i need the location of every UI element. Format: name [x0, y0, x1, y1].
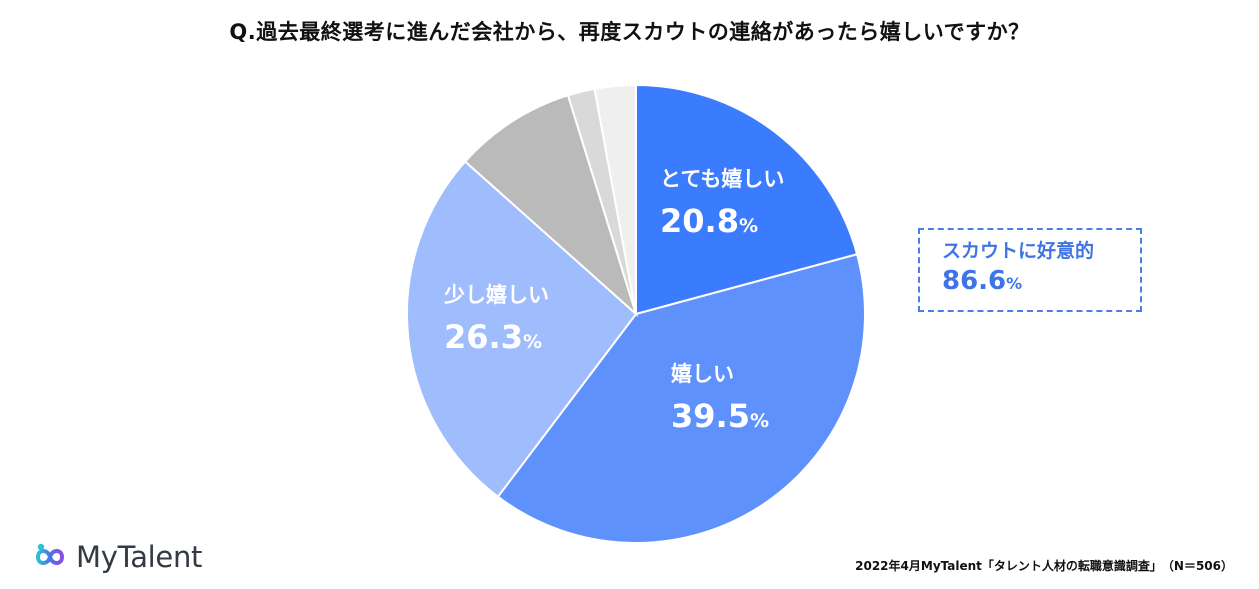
slice-unit-label: % [523, 331, 542, 353]
slice-value-label: 20.8% [660, 202, 758, 240]
pie-slice-6 [593, 83, 637, 315]
callout-value-line: 86.6% [942, 264, 1140, 301]
pie-slice-2 [496, 253, 866, 544]
slice-category-label: とても嬉しい [660, 167, 784, 191]
callout-unit: % [1006, 274, 1023, 293]
source-note: 2022年4月MyTalent「タレント人材の転職意識調査」 （N＝506） [855, 559, 1233, 573]
favorable-callout: スカウトに好意的 86.6% [918, 228, 1142, 312]
pie-slice-3 [406, 160, 638, 499]
infinity-logo-icon [35, 543, 65, 565]
slice-unit-label: % [739, 215, 758, 237]
callout-label: スカウトに好意的 [942, 240, 1095, 262]
pie-slice-4 [463, 94, 639, 318]
slice-unit-label: % [750, 410, 769, 432]
pie-slice-1 [635, 83, 859, 316]
slice-category-label: 少し嬉しい [443, 283, 549, 307]
callout-value: 86.6 [942, 266, 1007, 296]
chart-title: Q.過去最終選考に進んだ会社から、再度スカウトの連絡があったら嬉しいですか？ [229, 20, 1030, 44]
mytalent-logo: MyTalent [30, 537, 202, 577]
slice-category-label: 嬉しい [671, 362, 734, 386]
logo-text: MyTalent [76, 540, 203, 574]
